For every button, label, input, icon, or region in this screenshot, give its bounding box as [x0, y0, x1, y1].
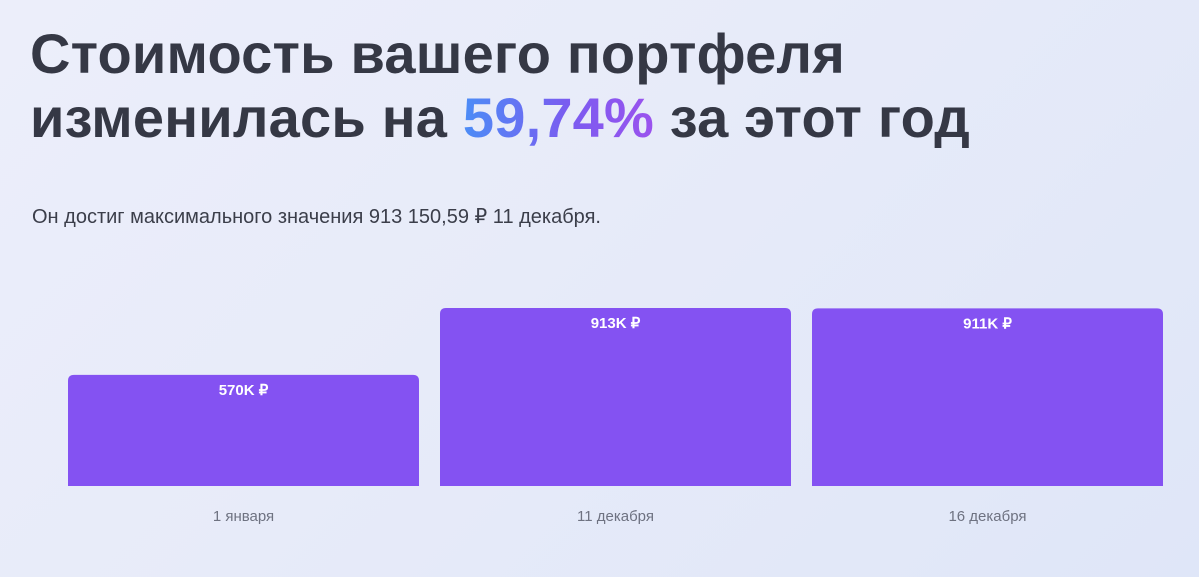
bar-value-label-3: 911K ₽ [963, 315, 1012, 332]
x-tick-label-1: 1 января [213, 508, 274, 525]
bar-value-label-2: 913K ₽ [591, 315, 641, 332]
bar-2 [440, 308, 791, 486]
headline-line2-suffix: за этот год [654, 86, 971, 149]
bar-3 [812, 308, 1163, 486]
x-tick-label-3: 16 декабря [948, 508, 1026, 525]
subtitle: Он достиг максимального значения 913 150… [32, 206, 601, 228]
bar-1 [68, 374, 419, 486]
headline-change-percent: 59,74% [462, 86, 655, 149]
headline: Стоимость вашего портфеля изменилась на … [30, 22, 1180, 150]
x-tick-label-2: 11 декабря [577, 508, 654, 525]
headline-line1: Стоимость вашего портфеля [30, 22, 846, 85]
headline-line2-prefix: изменилась на [30, 86, 463, 149]
bar-value-label-1: 570K ₽ [219, 382, 269, 399]
